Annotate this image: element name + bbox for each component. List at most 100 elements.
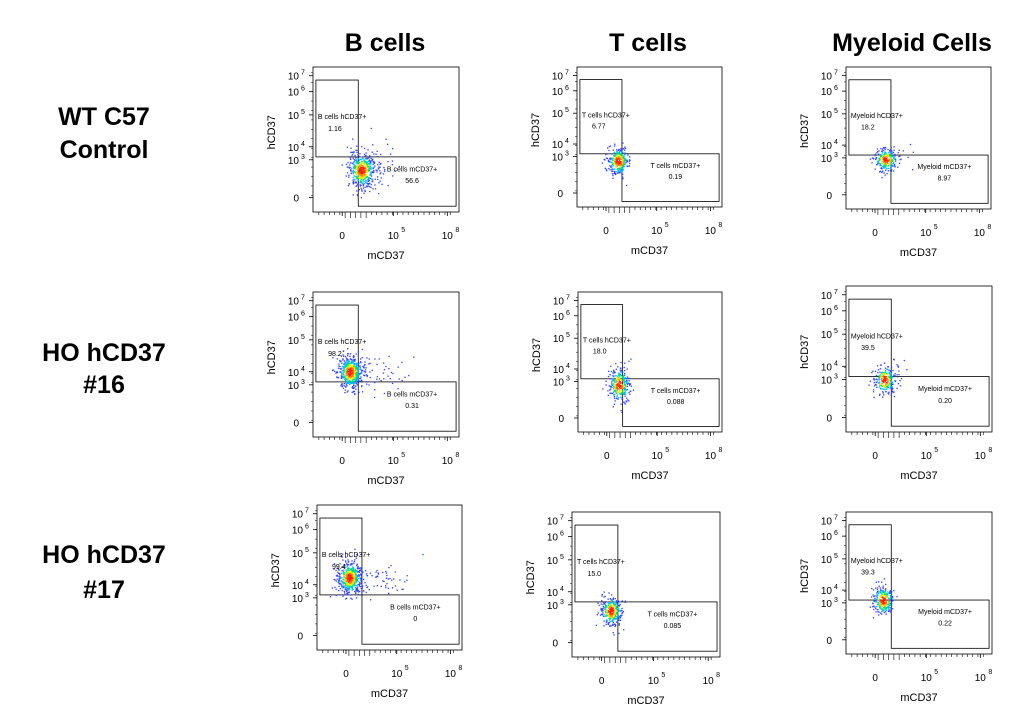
scatter-point [878, 158, 881, 160]
scatter-point [352, 572, 354, 574]
scatter-point [883, 385, 885, 387]
scatter-point [357, 157, 359, 160]
scatter-point [368, 182, 370, 185]
scatter-point [889, 169, 892, 172]
scatter-point [342, 387, 345, 390]
scatter-point [357, 583, 359, 586]
scatter-point [345, 581, 347, 583]
scatter-point [612, 406, 614, 408]
scatter-point [344, 561, 347, 563]
scatter-point [352, 194, 354, 196]
scatter-point [358, 567, 361, 569]
scatter-point [349, 576, 351, 578]
scatter-point [344, 576, 347, 578]
scatter-point [344, 576, 347, 579]
scatter-point [616, 158, 618, 160]
scatter-point [608, 161, 611, 163]
scatter-point [623, 381, 625, 383]
scatter-point [603, 158, 605, 161]
y-tick-exponent: 4 [566, 363, 570, 370]
scatter-point [348, 375, 350, 377]
scatter-point [869, 158, 871, 160]
x-tick-exponent: 8 [988, 669, 992, 676]
scatter-point [885, 383, 887, 385]
scatter-point [616, 387, 619, 389]
scatter-point [878, 604, 881, 607]
scatter-point [624, 389, 627, 391]
scatter-point [887, 167, 890, 170]
scatter-point [607, 604, 609, 606]
scatter-point [346, 584, 348, 587]
scatter-point [346, 583, 348, 585]
upper-gate [848, 524, 892, 601]
scatter-point [617, 617, 619, 619]
scatter-point [343, 368, 345, 371]
scatter-point [350, 573, 352, 575]
scatter-point [882, 600, 884, 602]
scatter-point [361, 167, 364, 169]
scatter-point [887, 376, 889, 379]
scatter-point [385, 570, 387, 573]
scatter-point [338, 585, 340, 588]
x-axis-label: mCD37 [371, 688, 408, 700]
scatter-point [618, 157, 620, 160]
scatter-point [343, 569, 345, 571]
scatter-point [348, 569, 350, 571]
scatter-point [610, 614, 612, 616]
scatter-point [351, 365, 353, 367]
scatter-point [608, 617, 610, 619]
scatter-point [609, 378, 611, 380]
y-tick-exponent: 4 [565, 138, 569, 145]
scatter-point [612, 163, 614, 166]
x-tick-label: 10 [388, 456, 400, 467]
scatter-point [607, 159, 610, 161]
scatter-point [620, 153, 623, 156]
scatter-point [352, 382, 355, 385]
scatter-point [621, 159, 623, 161]
scatter-point [889, 610, 891, 612]
scatter-point [605, 601, 607, 603]
scatter-point [361, 571, 363, 574]
scatter-point [879, 598, 881, 600]
scatter-point [624, 362, 626, 364]
scatter-point [346, 585, 349, 587]
scatter-point [620, 615, 622, 617]
scatter-point [873, 396, 875, 399]
scatter-point [887, 591, 889, 593]
scatter-point [884, 380, 887, 382]
scatter-point [344, 375, 346, 377]
scatter-point [875, 587, 877, 589]
scatter-point [620, 158, 622, 160]
scatter-points [595, 591, 627, 636]
scatter-point [384, 168, 386, 171]
y-tick-exponent: 3 [560, 599, 564, 606]
scatter-point [897, 366, 899, 368]
x-axis-label: mCD37 [631, 245, 668, 257]
scatter-point [362, 578, 365, 581]
scatter-point [898, 373, 900, 376]
scatter-point [872, 370, 874, 372]
scatter-point [356, 195, 359, 197]
scatter-point [350, 360, 352, 362]
y-tick-label: 10 [547, 533, 559, 544]
scatter-point [602, 601, 605, 604]
scatter-point [893, 395, 896, 398]
scatter-point [876, 590, 879, 593]
scatter-point [355, 167, 357, 169]
scatter-point [343, 366, 345, 368]
scatter-point [606, 170, 608, 172]
scatter-point [872, 157, 875, 159]
upper-gate-value: 98.2 [328, 351, 342, 358]
scatter-point [611, 607, 613, 609]
scatter-point [880, 371, 882, 374]
scatter-point [887, 159, 890, 162]
scatter-point [352, 360, 355, 363]
scatter-point [615, 621, 618, 623]
scatter-point [360, 162, 362, 164]
scatter-point [354, 175, 356, 178]
scatter-point [350, 576, 353, 578]
scatter-point [881, 382, 883, 385]
scatter-point [375, 169, 377, 171]
scatter-point [876, 365, 879, 367]
scatter-point [613, 157, 615, 160]
